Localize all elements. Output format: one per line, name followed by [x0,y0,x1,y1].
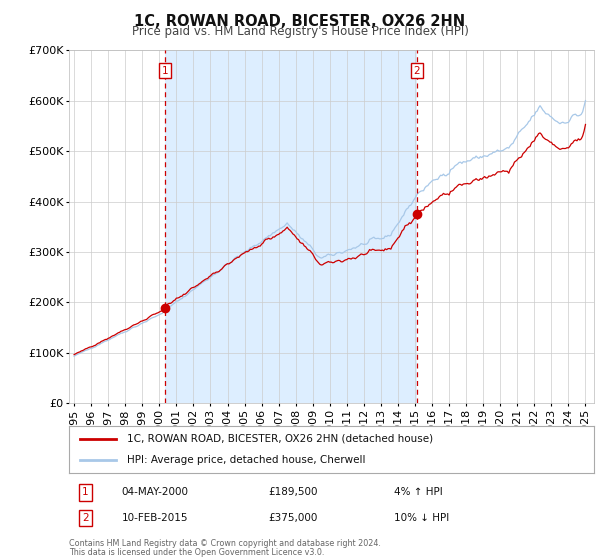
Text: 10-FEB-2015: 10-FEB-2015 [121,513,188,523]
Text: £189,500: £189,500 [269,487,318,497]
Text: Contains HM Land Registry data © Crown copyright and database right 2024.: Contains HM Land Registry data © Crown c… [69,539,381,548]
Text: 4% ↑ HPI: 4% ↑ HPI [395,487,443,497]
Text: 2: 2 [413,66,420,76]
Text: 1: 1 [82,487,89,497]
Text: 1C, ROWAN ROAD, BICESTER, OX26 2HN: 1C, ROWAN ROAD, BICESTER, OX26 2HN [134,14,466,29]
Text: This data is licensed under the Open Government Licence v3.0.: This data is licensed under the Open Gov… [69,548,325,557]
Text: 04-MAY-2000: 04-MAY-2000 [121,487,188,497]
Text: 2: 2 [82,513,89,523]
Text: £375,000: £375,000 [269,513,318,523]
Text: Price paid vs. HM Land Registry's House Price Index (HPI): Price paid vs. HM Land Registry's House … [131,25,469,38]
Text: HPI: Average price, detached house, Cherwell: HPI: Average price, detached house, Cher… [127,455,365,465]
Bar [165,50,417,403]
Text: 10% ↓ HPI: 10% ↓ HPI [395,513,450,523]
Text: 1C, ROWAN ROAD, BICESTER, OX26 2HN (detached house): 1C, ROWAN ROAD, BICESTER, OX26 2HN (deta… [127,434,433,444]
Text: 1: 1 [162,66,169,76]
